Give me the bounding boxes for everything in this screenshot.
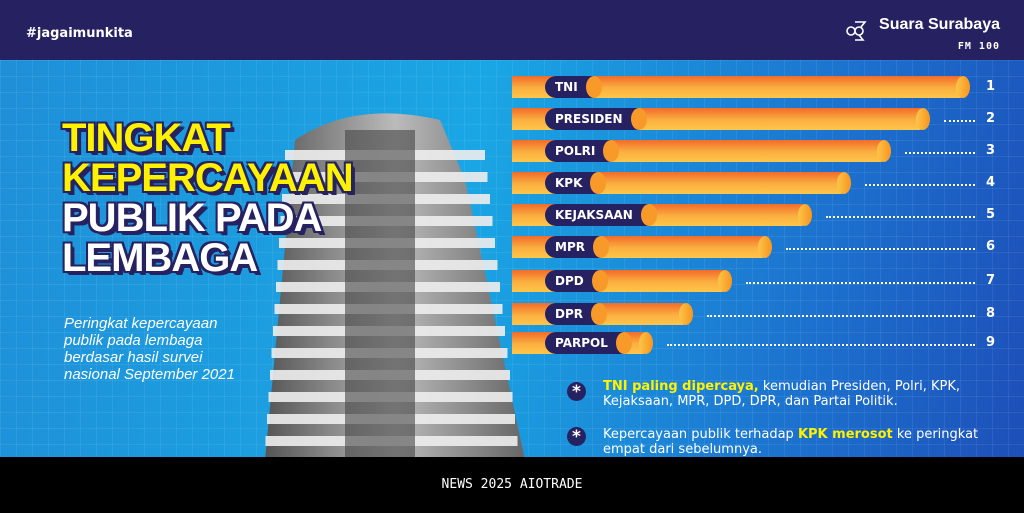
- bar-label: DPD: [545, 270, 608, 292]
- bar-cap: [797, 204, 812, 226]
- dotted-leader: [786, 248, 975, 250]
- dotted-leader: [706, 315, 975, 317]
- dotted-leader: [825, 216, 975, 218]
- rank-number: 9: [986, 335, 996, 350]
- rank-number: 7: [986, 273, 996, 288]
- dotted-leader: [865, 184, 975, 186]
- title-line-2: KEPERCAYAAN: [62, 156, 354, 200]
- note-1-text: kemudian Presiden, Polri, KPK, Kejaksaan…: [603, 379, 961, 409]
- dotted-leader: [944, 120, 975, 122]
- note-1-highlight: TNI paling dipercaya,: [603, 379, 759, 394]
- hashtag: #jagaimunkita: [26, 26, 133, 41]
- bar: [512, 76, 970, 98]
- bar-cap: [758, 236, 772, 258]
- bar-cap: [837, 172, 852, 194]
- title-line-1: TINGKAT: [62, 116, 231, 160]
- note-2-highlight: KPK merosot: [797, 427, 893, 442]
- subtitle: Peringkat kepercayaan publik pada lembag…: [64, 315, 235, 383]
- note-2: Kepercayaan publik terhadap KPK merosot …: [603, 427, 983, 457]
- dotted-leader: [746, 282, 975, 284]
- bar-row: KEJAKSAAN: [512, 204, 812, 226]
- bar-cap: [639, 332, 654, 354]
- rank-number: 4: [986, 175, 996, 190]
- bar-label: PRESIDEN: [545, 108, 647, 130]
- rank-number: 2: [986, 111, 996, 126]
- bar-cap: [956, 76, 970, 98]
- bar-row: PRESIDEN: [512, 108, 931, 130]
- bar-cap: [876, 140, 891, 162]
- dotted-leader: [904, 152, 975, 154]
- title-line-3: PUBLIK PADA: [62, 196, 322, 240]
- bar-label: POLRI: [545, 140, 620, 162]
- note-2-pre: Kepercayaan publik terhadap: [603, 427, 798, 442]
- bar-cap: [678, 303, 693, 325]
- radio-logo-icon: [846, 21, 867, 41]
- rank-number: 5: [986, 207, 996, 222]
- kpk-building-image: [265, 113, 525, 457]
- bar-row: TNI: [512, 76, 970, 98]
- bar-label: PARPOL: [545, 332, 632, 354]
- bar-label: TNI: [545, 76, 602, 98]
- bar-row: DPR: [512, 303, 693, 325]
- bar-row: MPR: [512, 236, 772, 258]
- bar-cap: [916, 108, 931, 130]
- asterisk-icon: *: [567, 382, 586, 402]
- bar-label: MPR: [545, 236, 609, 258]
- brand-sub: FM 100: [957, 41, 1000, 52]
- bar-cap: [718, 270, 733, 292]
- bar-label: KPK: [545, 172, 607, 194]
- brand-name: Suara Surabaya: [879, 16, 1000, 33]
- dotted-leader: [667, 344, 975, 346]
- note-2-text: ke peringkat empat dari sebelumnya.: [603, 427, 979, 457]
- bar-row: POLRI: [512, 140, 891, 162]
- brand-logo: Suara Surabaya FM 100: [846, 16, 1000, 53]
- note-1: TNI paling dipercaya, kemudian Presiden,…: [603, 379, 983, 409]
- header-bar: #jagaimunkita Suara Surabaya FM 100: [0, 0, 1024, 60]
- bar-row: DPD: [512, 270, 733, 292]
- title-line-4: LEMBAGA: [62, 236, 258, 280]
- rank-number: 3: [986, 143, 996, 158]
- infographic: TINGKAT KEPERCAYAAN PUBLIK PADA LEMBAGA …: [0, 60, 1024, 457]
- rank-number: 1: [986, 79, 996, 94]
- rank-number: 6: [986, 239, 996, 254]
- rank-number: 8: [986, 306, 996, 321]
- bar-row: PARPOL: [512, 332, 654, 354]
- bar-label: KEJAKSAAN: [545, 204, 657, 226]
- asterisk-icon: *: [567, 427, 586, 447]
- bar-label: DPR: [545, 303, 607, 325]
- footer-banner: NEWS 2025 AIOTRADE: [0, 457, 1024, 512]
- bar-row: KPK: [512, 172, 852, 194]
